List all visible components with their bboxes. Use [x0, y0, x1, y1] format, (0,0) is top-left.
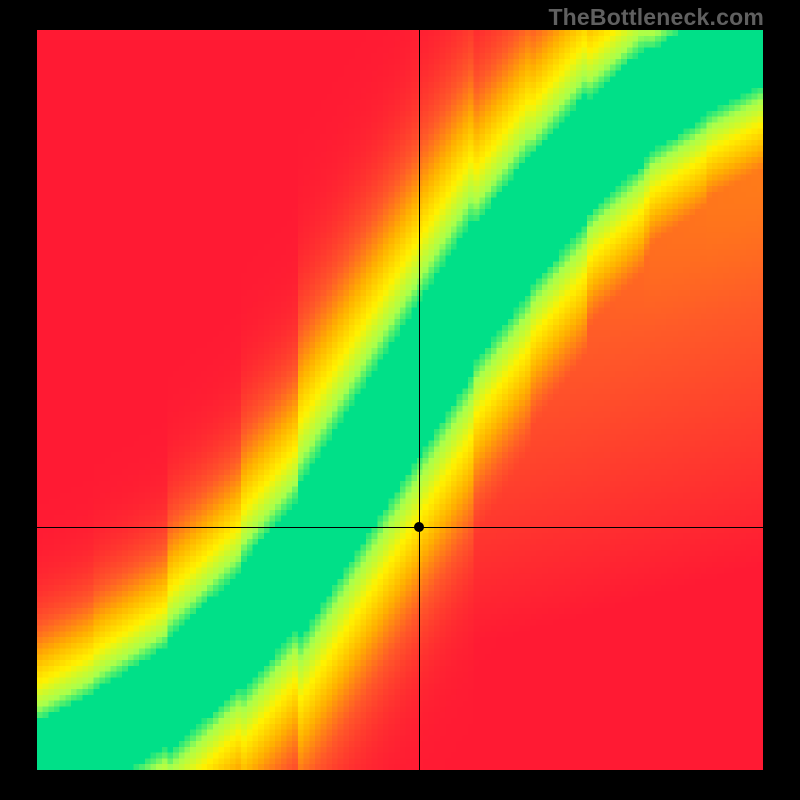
bottleneck-heatmap	[37, 30, 763, 770]
crosshair-vertical	[419, 30, 420, 770]
watermark-text: TheBottleneck.com	[548, 4, 764, 31]
chart-container: TheBottleneck.com	[0, 0, 800, 800]
data-point-marker	[414, 522, 424, 532]
crosshair-horizontal	[37, 527, 763, 528]
